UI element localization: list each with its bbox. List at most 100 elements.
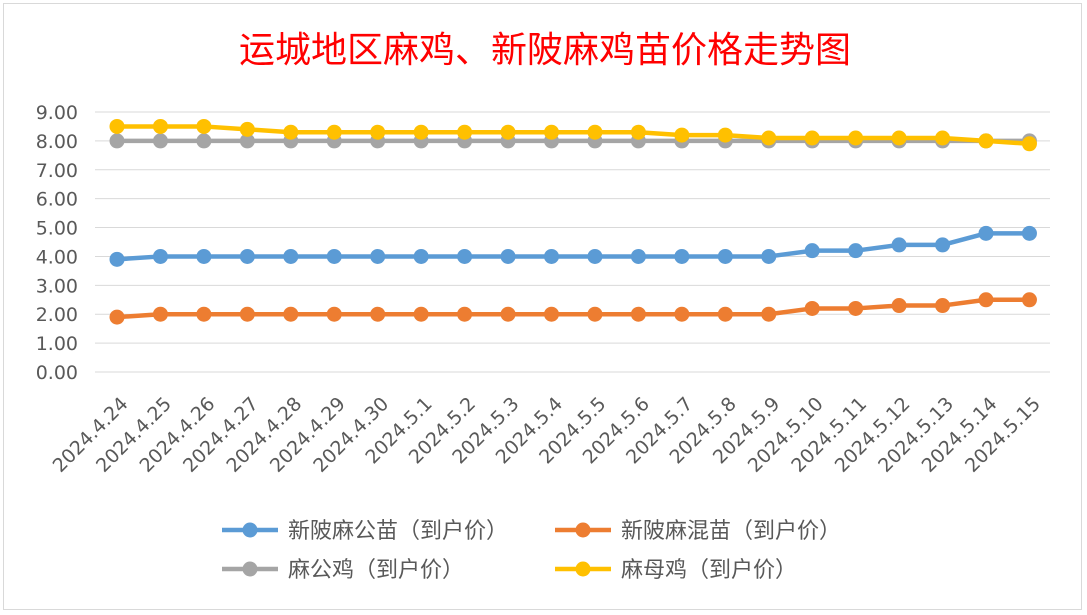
y-tick-label: 1.00 bbox=[36, 333, 78, 355]
data-point bbox=[370, 248, 386, 264]
legend-item: 新陂麻混苗（到户价） bbox=[555, 519, 841, 544]
data-point bbox=[891, 237, 907, 253]
gridlines bbox=[95, 111, 1050, 373]
legend-marker bbox=[242, 522, 258, 538]
legend-label: 新陂麻混苗（到户价） bbox=[621, 519, 841, 544]
chart-frame bbox=[3, 3, 1082, 610]
series-line bbox=[116, 231, 1030, 262]
chart-title: 运城地区麻鸡、新陂麻鸡苗价格走势图 bbox=[239, 30, 851, 71]
y-tick-label: 8.00 bbox=[36, 131, 78, 153]
legend-marker bbox=[575, 561, 591, 577]
data-point bbox=[152, 248, 168, 264]
data-point bbox=[413, 306, 429, 322]
legend-label: 麻母鸡（到户价） bbox=[621, 558, 797, 583]
data-point bbox=[587, 306, 603, 322]
series-1 bbox=[109, 292, 1037, 325]
legend-item: 麻公鸡（到户价） bbox=[222, 558, 464, 583]
data-point bbox=[630, 124, 646, 140]
data-point bbox=[283, 306, 299, 322]
data-point bbox=[196, 306, 212, 322]
data-point bbox=[326, 124, 342, 140]
data-point bbox=[457, 248, 473, 264]
data-point bbox=[152, 118, 168, 134]
data-point bbox=[500, 306, 516, 322]
data-point bbox=[413, 124, 429, 140]
data-point bbox=[674, 306, 690, 322]
data-point bbox=[891, 298, 907, 314]
y-axis-ticks: 0.00 1.00 2.00 3.00 4.00 5.00 6.00 7.00 8.00 9.00 bbox=[36, 102, 78, 384]
legend-item: 新陂麻公苗（到户价） bbox=[222, 519, 508, 544]
data-point bbox=[283, 124, 299, 140]
data-point bbox=[587, 124, 603, 140]
data-point bbox=[544, 248, 559, 264]
data-point bbox=[370, 124, 386, 140]
y-tick-label: 4.00 bbox=[36, 246, 78, 268]
legend-item: 麻母鸡（到户价） bbox=[555, 558, 797, 583]
data-point bbox=[326, 248, 342, 264]
data-point bbox=[804, 300, 820, 316]
data-point bbox=[326, 306, 342, 322]
legend-marker bbox=[242, 561, 258, 577]
data-point bbox=[370, 306, 386, 322]
data-point bbox=[761, 130, 777, 146]
data-point bbox=[196, 133, 212, 149]
data-point bbox=[978, 292, 994, 308]
data-point bbox=[891, 130, 907, 146]
data-point bbox=[457, 124, 473, 140]
y-tick-label: 2.00 bbox=[36, 304, 78, 326]
data-point bbox=[761, 248, 777, 264]
data-point bbox=[674, 248, 690, 264]
data-point bbox=[239, 133, 255, 149]
data-point bbox=[109, 133, 125, 149]
data-point bbox=[848, 300, 864, 316]
data-point bbox=[804, 130, 820, 146]
data-point bbox=[1021, 292, 1037, 308]
data-point bbox=[804, 243, 820, 259]
data-point bbox=[1021, 225, 1037, 241]
series-3 bbox=[109, 118, 1037, 152]
data-point bbox=[109, 118, 125, 134]
data-point bbox=[935, 130, 951, 146]
data-point bbox=[717, 306, 733, 322]
data-point bbox=[761, 306, 777, 322]
data-point bbox=[239, 121, 255, 137]
data-point bbox=[544, 306, 559, 322]
data-point bbox=[152, 306, 168, 322]
legend-label: 麻公鸡（到户价） bbox=[288, 558, 464, 583]
legend: 新陂麻公苗（到户价） 新陂麻混苗（到户价） 麻公鸡（到户价） 麻母鸡（到户价） bbox=[222, 519, 841, 583]
data-point bbox=[717, 248, 733, 264]
series-0 bbox=[109, 225, 1037, 267]
data-point bbox=[109, 251, 125, 267]
data-point bbox=[457, 306, 473, 322]
y-tick-label: 7.00 bbox=[36, 160, 78, 182]
data-point bbox=[413, 248, 429, 264]
data-point bbox=[587, 248, 603, 264]
data-point bbox=[630, 306, 646, 322]
data-point bbox=[978, 133, 994, 149]
data-point bbox=[196, 248, 212, 264]
data-point bbox=[152, 133, 168, 149]
data-point bbox=[935, 237, 951, 253]
series-layer bbox=[109, 118, 1037, 325]
data-point bbox=[717, 127, 733, 143]
data-point bbox=[500, 124, 516, 140]
y-tick-label: 6.00 bbox=[36, 189, 78, 211]
data-point bbox=[978, 225, 994, 241]
data-point bbox=[196, 118, 212, 134]
y-tick-label: 0.00 bbox=[36, 362, 78, 384]
legend-label: 新陂麻公苗（到户价） bbox=[288, 519, 508, 544]
series-line bbox=[117, 124, 1030, 147]
y-tick-label: 5.00 bbox=[36, 218, 78, 240]
y-tick-label: 9.00 bbox=[36, 102, 78, 124]
data-point bbox=[630, 248, 646, 264]
data-point bbox=[239, 248, 255, 264]
data-point bbox=[109, 309, 125, 325]
data-point bbox=[674, 127, 690, 143]
y-tick-label: 3.00 bbox=[36, 275, 78, 297]
data-point bbox=[544, 124, 559, 140]
data-point bbox=[848, 130, 864, 146]
legend-marker bbox=[575, 522, 591, 538]
data-point bbox=[848, 243, 864, 259]
